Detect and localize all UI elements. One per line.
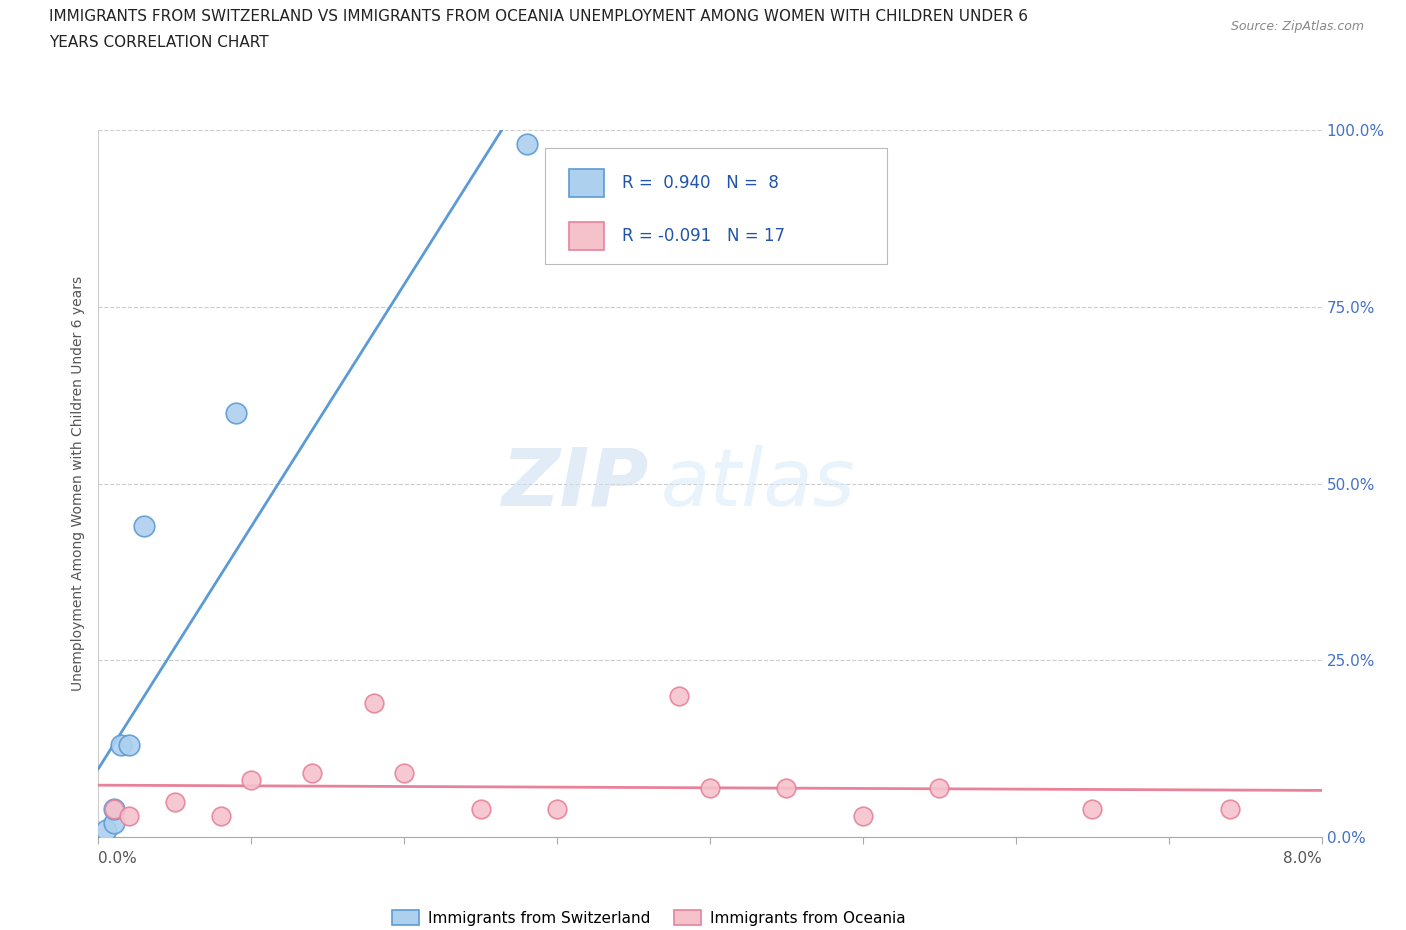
Point [240,773,263,788]
Point [516,137,538,152]
Text: R = -0.091   N = 17: R = -0.091 N = 17 [621,227,785,246]
Point [118,808,141,823]
Bar [569,222,603,250]
Text: atlas: atlas [661,445,856,523]
Point [775,780,797,795]
Bar [569,169,603,197]
Point [118,737,141,752]
Point [103,802,125,817]
Point [103,802,125,817]
Point [1219,802,1241,817]
Point [163,794,186,809]
Text: 8.0%: 8.0% [1282,851,1322,866]
Text: 0.0%: 0.0% [98,851,138,866]
Point [1081,802,1104,817]
Text: YEARS CORRELATION CHART: YEARS CORRELATION CHART [49,35,269,50]
Point [209,808,232,823]
Point [668,688,690,703]
Point [103,816,125,830]
Text: IMMIGRANTS FROM SWITZERLAND VS IMMIGRANTS FROM OCEANIA UNEMPLOYMENT AMONG WOMEN : IMMIGRANTS FROM SWITZERLAND VS IMMIGRANT… [49,9,1028,24]
Point [301,766,323,781]
Point [94,822,117,837]
FancyBboxPatch shape [546,148,887,264]
Text: Source: ZipAtlas.com: Source: ZipAtlas.com [1230,20,1364,33]
Point [699,780,721,795]
Point [110,737,132,752]
Point [363,696,385,711]
Point [134,519,156,534]
Text: ZIP: ZIP [502,445,650,523]
Y-axis label: Unemployment Among Women with Children Under 6 years: Unemployment Among Women with Children U… [72,276,86,691]
Legend: Immigrants from Switzerland, Immigrants from Oceania: Immigrants from Switzerland, Immigrants … [385,904,912,930]
Text: R =  0.940   N =  8: R = 0.940 N = 8 [621,174,779,193]
Point [225,405,247,420]
Point [852,808,875,823]
Point [928,780,950,795]
Point [470,802,492,817]
Point [392,766,416,781]
Point [546,802,568,817]
